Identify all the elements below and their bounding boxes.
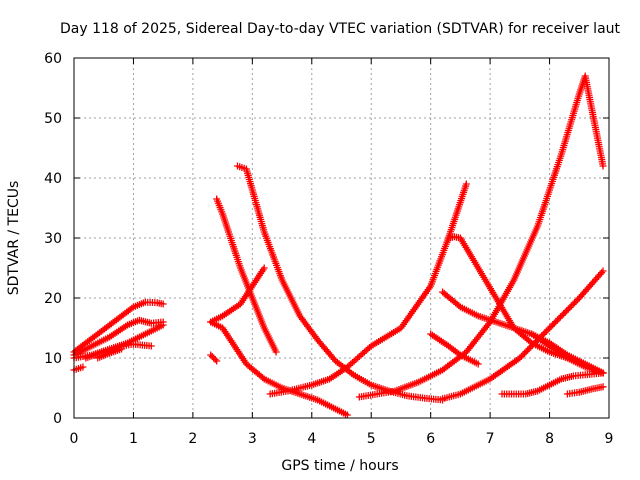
data-point	[547, 322, 555, 330]
chart-title: Day 118 of 2025, Sidereal Day-to-day VTE…	[60, 21, 621, 37]
data-point	[524, 346, 532, 354]
x-tick-label: 9	[605, 431, 614, 447]
x-tick-label: 2	[188, 431, 197, 447]
data-point	[159, 300, 167, 308]
data-point	[566, 303, 574, 311]
data-point	[599, 267, 607, 275]
x-tick-label: 7	[486, 431, 495, 447]
data-point	[552, 318, 560, 326]
data-point	[560, 310, 568, 318]
data-point	[159, 321, 167, 329]
y-tick-label: 50	[44, 111, 62, 127]
series-track-arc-1	[266, 180, 470, 398]
y-tick-label: 20	[44, 291, 62, 307]
data-point	[516, 354, 524, 362]
data-point	[572, 297, 580, 305]
y-tick-label: 30	[44, 231, 62, 247]
data-point	[563, 307, 571, 315]
data-point	[522, 348, 530, 356]
series-line	[359, 75, 604, 398]
series-track-mid-5	[207, 351, 221, 365]
series-track-early-5	[70, 363, 87, 374]
plot-frame	[73, 57, 610, 419]
data-point	[147, 342, 155, 350]
data-point	[558, 311, 566, 319]
series-track-early-2	[70, 316, 167, 359]
data-point	[571, 299, 579, 307]
data-point	[521, 349, 529, 357]
data-point	[272, 348, 280, 356]
series-track-early-1	[70, 298, 167, 356]
data-point	[455, 302, 463, 310]
data-point	[474, 360, 482, 368]
x-tick-label: 6	[426, 431, 435, 447]
series-track-mid-4	[207, 318, 351, 419]
data-point	[569, 300, 577, 308]
y-tick-labels: 0 10 20 30 40 50 60	[44, 51, 62, 427]
series-track-early-6	[94, 345, 126, 362]
data-point	[546, 324, 554, 332]
x-tick-label: 4	[307, 431, 316, 447]
x-tick-label: 3	[248, 431, 257, 447]
data-point	[539, 330, 547, 338]
data-point	[574, 296, 582, 304]
data-point	[213, 357, 221, 365]
data-point	[549, 321, 557, 329]
grid-lines	[74, 58, 609, 418]
series-track-late-6	[528, 330, 607, 377]
data-point	[118, 345, 126, 353]
data-point	[553, 316, 561, 324]
y-tick-label: 40	[44, 171, 62, 187]
data-point	[544, 326, 552, 334]
x-tick-label: 5	[367, 431, 376, 447]
data-point	[542, 327, 550, 335]
x-tick-labels: 0 1 2 3 4 5 6 7 8 9	[70, 431, 614, 447]
series-track-late-3	[427, 330, 482, 368]
series-track-late-5	[563, 383, 607, 398]
data-point	[79, 363, 87, 371]
data-point	[567, 302, 575, 310]
data-point	[519, 351, 527, 359]
data-point	[550, 319, 558, 327]
x-tick-label: 8	[545, 431, 554, 447]
data-point	[211, 356, 219, 363]
series-track-late-4	[498, 369, 607, 398]
x-axis-label: GPS time / hours	[281, 458, 398, 474]
data-point	[541, 329, 549, 337]
data-series	[70, 72, 607, 419]
data-point	[564, 305, 572, 313]
data-point	[561, 308, 569, 316]
x-tick-label: 0	[70, 431, 79, 447]
data-point	[330, 355, 338, 363]
data-point	[557, 313, 565, 321]
y-tick-label: 10	[44, 351, 62, 367]
data-point	[555, 315, 563, 323]
data-point	[343, 411, 351, 419]
x-tick-label: 1	[129, 431, 138, 447]
y-axis-label: SDTVAR / TECUs	[6, 181, 22, 296]
series-track-arc-2	[355, 72, 607, 401]
data-point	[599, 383, 607, 391]
data-point	[530, 340, 538, 348]
data-point	[260, 264, 268, 272]
data-point	[527, 343, 535, 351]
data-point	[517, 352, 525, 360]
series-track-mid-2	[233, 162, 447, 404]
data-point	[259, 374, 267, 382]
series-track-late-2	[439, 267, 607, 403]
series-line	[270, 183, 467, 395]
data-point	[599, 369, 607, 377]
y-tick-label: 0	[53, 411, 62, 427]
data-point	[528, 341, 536, 349]
y-tick-label: 60	[44, 51, 62, 67]
series-line	[210, 321, 348, 416]
data-point	[525, 345, 533, 353]
data-point	[599, 162, 607, 170]
data-point	[462, 180, 470, 188]
